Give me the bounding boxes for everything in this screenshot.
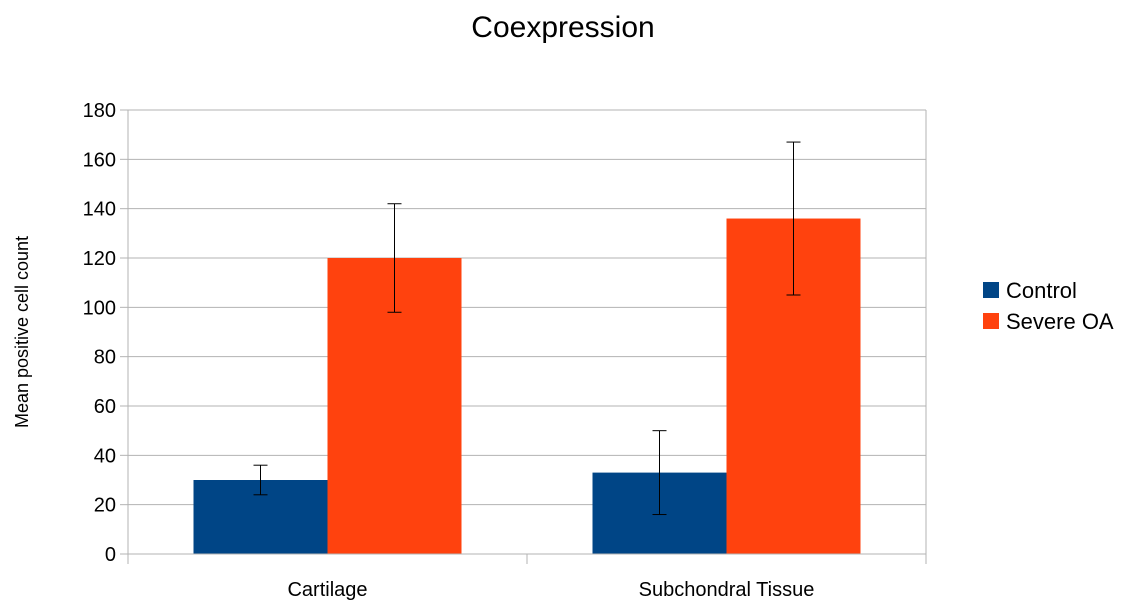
error-bars bbox=[253, 141, 801, 516]
y-tick-label: 80 bbox=[94, 347, 116, 369]
y-tick-label: 100 bbox=[83, 297, 116, 319]
y-tick-label: 180 bbox=[83, 100, 116, 122]
y-axis-label: Mean positive cell count bbox=[12, 236, 32, 428]
x-tick-label: Subchondral Tissue bbox=[639, 579, 815, 601]
x-tick-label: Cartilage bbox=[287, 579, 367, 601]
legend-label: Severe OA bbox=[1006, 309, 1114, 334]
y-tick-label: 60 bbox=[94, 396, 116, 418]
y-tick-label: 20 bbox=[94, 495, 116, 517]
legend-swatch bbox=[983, 313, 999, 329]
y-tick-label: 40 bbox=[94, 445, 116, 467]
y-tick-label: 160 bbox=[83, 149, 116, 171]
x-axis-ticks: Cartilage Subchondral Tissue bbox=[127, 554, 927, 601]
y-tick-label: 120 bbox=[83, 248, 116, 270]
legend-label: Control bbox=[1006, 278, 1077, 303]
chart-title: Coexpression bbox=[471, 11, 654, 44]
legend-swatch bbox=[983, 282, 999, 298]
legend: Control Severe OA bbox=[983, 278, 1114, 334]
y-tick-label: 0 bbox=[105, 544, 116, 566]
bars bbox=[193, 218, 861, 555]
y-tick-label: 140 bbox=[83, 199, 116, 221]
y-axis-ticks: 0 20 40 60 80 100 120 140 160 180 bbox=[83, 100, 128, 566]
